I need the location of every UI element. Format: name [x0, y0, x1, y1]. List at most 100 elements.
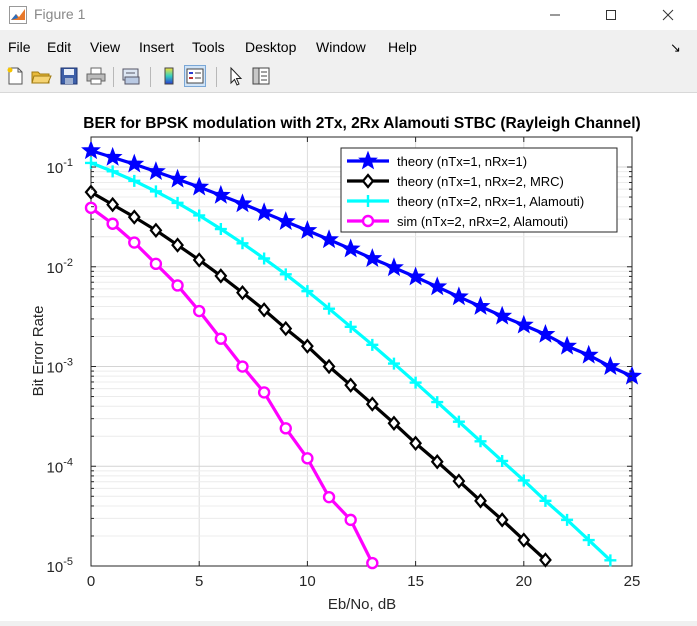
data-point-star	[405, 266, 426, 286]
menu-bar: File Edit View Insert Tools Desktop Wind…	[0, 36, 697, 60]
legend-icon	[186, 68, 204, 84]
data-point-star	[254, 202, 275, 222]
matlab-logo-icon	[9, 6, 27, 24]
series-layer	[81, 140, 642, 570]
legend[interactable]: theory (nTx=1, nRx=1) theory (nTx=1, nRx=…	[340, 147, 618, 233]
data-point-circle	[128, 236, 141, 249]
minimize-icon	[550, 14, 560, 16]
close-button[interactable]	[645, 0, 691, 30]
print-icon[interactable]	[85, 65, 107, 87]
series-line	[90, 190, 547, 562]
data-point-diamond	[409, 435, 423, 451]
data-point-star	[275, 211, 296, 230]
data-point-star	[167, 168, 188, 188]
legend-label: theory (nTx=1, nRx=2, MRC)	[397, 174, 564, 189]
toolbar-separator	[113, 67, 114, 87]
pointer-icon[interactable]	[224, 65, 246, 87]
legend-label: theory (nTx=1, nRx=1)	[397, 154, 527, 169]
data-point-diamond	[214, 268, 228, 284]
x-axis-label: Eb/No, dB	[328, 596, 396, 613]
y-tick-label: 10-4	[47, 456, 73, 476]
data-point-plus	[236, 237, 249, 250]
maximize-icon	[606, 10, 616, 20]
data-point-plus	[604, 554, 617, 567]
data-point-star	[146, 161, 166, 181]
colorbar-icon[interactable]	[158, 65, 180, 87]
menu-insert[interactable]: Insert	[139, 39, 175, 55]
data-point-plus	[214, 223, 227, 236]
series-3	[84, 201, 379, 570]
data-point-circle	[301, 452, 314, 465]
data-point-star	[427, 276, 448, 296]
minimize-button[interactable]	[532, 0, 578, 30]
menu-desktop[interactable]: Desktop	[245, 39, 297, 55]
data-point-star	[622, 365, 642, 385]
data-point-diamond	[322, 358, 336, 375]
data-point-circle	[192, 304, 206, 318]
link-icon[interactable]	[120, 65, 142, 87]
data-point-star	[358, 150, 378, 170]
data-point-circle	[171, 279, 184, 292]
data-point-diamond	[365, 396, 379, 412]
chart-title: BER for BPSK modulation with 2Tx, 2Rx Al…	[83, 115, 640, 132]
data-point-star	[319, 229, 339, 249]
menu-window[interactable]: Window	[316, 39, 366, 55]
menu-view[interactable]: View	[90, 39, 121, 55]
axis-ticks: 0 5 10 15 20 25 10-1 10-2 10-3 10-4 10-5	[47, 136, 641, 590]
save-icon[interactable]	[58, 65, 80, 87]
data-point-plus	[128, 174, 141, 187]
legend-entry[interactable]: sim (nTx=2, nRx=2, Alamouti)	[347, 214, 568, 229]
dock-arrow-icon[interactable]: ↘	[670, 40, 681, 55]
legend-entry[interactable]: theory (nTx=1, nRx=1)	[347, 150, 527, 170]
data-point-plus	[106, 165, 119, 178]
maximize-button[interactable]	[588, 0, 634, 30]
data-point-plus	[366, 338, 379, 351]
ber-chart[interactable]: 0 5 10 15 20 25 10-1 10-2 10-3 10-4 10-5 BER for B…	[0, 93, 697, 621]
series-line	[90, 206, 374, 564]
figure-toolbar	[0, 62, 697, 93]
open-file-icon[interactable]	[30, 65, 52, 87]
x-tick-label: 0	[87, 573, 95, 590]
data-point-diamond	[430, 454, 444, 470]
series-2	[85, 156, 617, 567]
x-tick-label: 5	[195, 573, 203, 590]
data-point-circle	[361, 214, 375, 228]
data-point-circle	[106, 217, 119, 230]
menu-file[interactable]: File	[8, 39, 31, 55]
menu-edit[interactable]: Edit	[47, 39, 72, 55]
y-axis-label: Bit Error Rate	[30, 306, 47, 397]
data-point-plus	[561, 513, 574, 526]
data-point-plus	[474, 435, 487, 448]
data-point-star	[189, 176, 210, 196]
new-figure-icon[interactable]	[4, 65, 26, 87]
data-point-star	[124, 153, 145, 173]
legend-label: theory (nTx=2, nRx=1, Alamouti)	[397, 194, 584, 209]
data-point-star	[210, 184, 231, 204]
menu-tools[interactable]: Tools	[192, 39, 225, 55]
legend-entry[interactable]: theory (nTx=1, nRx=2, MRC)	[347, 173, 564, 189]
data-point-plus	[431, 396, 444, 409]
menu-help[interactable]: Help	[388, 39, 417, 55]
data-point-circle	[236, 360, 249, 373]
data-point-diamond	[192, 252, 206, 268]
data-point-diamond	[257, 302, 271, 318]
data-point-plus	[409, 376, 422, 389]
data-point-circle	[214, 332, 228, 345]
data-point-circle	[257, 386, 271, 399]
toolbar-separator	[216, 67, 217, 87]
window-titlebar: Figure 1	[0, 0, 697, 30]
y-tick-label: 10-1	[47, 157, 73, 177]
x-tick-label: 10	[299, 573, 316, 590]
legend-button[interactable]	[184, 65, 206, 87]
data-point-star	[384, 257, 404, 277]
data-point-plus	[171, 196, 184, 209]
data-point-star	[557, 335, 578, 355]
data-point-plus	[452, 415, 465, 428]
data-point-plus	[323, 302, 336, 315]
data-point-plus	[258, 252, 271, 265]
legend-entry[interactable]: theory (nTx=2, nRx=1, Alamouti)	[347, 194, 584, 209]
x-tick-label: 25	[624, 573, 641, 590]
x-tick-label: 20	[515, 573, 532, 590]
data-point-diamond	[361, 173, 375, 189]
property-editor-icon[interactable]	[250, 65, 272, 87]
